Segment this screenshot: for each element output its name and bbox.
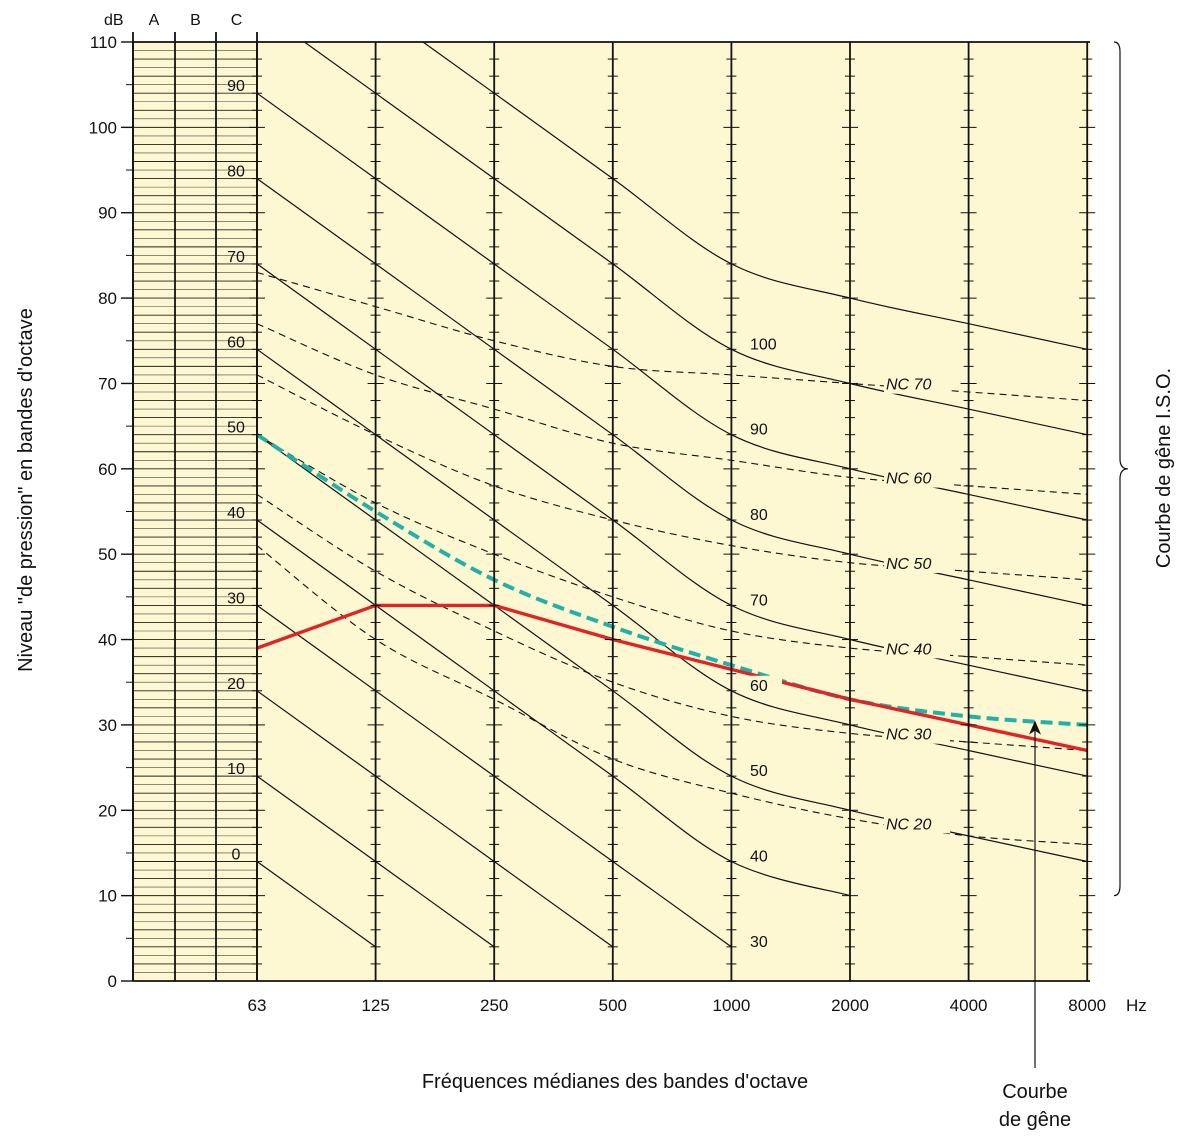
nc-curve-label: NC 30 [886,727,931,744]
iso-curve [304,41,1088,436]
iso-curve [256,178,1088,606]
label-backdrop [746,419,782,438]
y-axis-title: Niveau "de pression" en bandes d'octave [15,308,37,672]
x-tick-label: 4000 [950,996,988,1015]
label-backdrop [746,505,782,524]
label-backdrop [884,374,950,394]
x-tick-label: 8000 [1068,996,1106,1015]
y-tick-label: 20 [98,801,117,820]
nc-curve-label: NC 40 [886,641,931,658]
label-backdrop [746,761,782,780]
x-tick-label: 63 [248,996,267,1015]
plot-area [133,42,1090,981]
labels: A B C 0 10 20 30 40 50 60 70 80 90 100 90 80 70 60 50 40 30 N… [149,12,1071,1131]
label-backdrop [746,590,782,609]
label-backdrop [746,675,782,694]
nc-curve-label: NC 50 [886,556,931,573]
y-tick-label: 70 [98,374,117,393]
iso-curve [256,92,1088,521]
iso-label-63: 20 [227,676,245,693]
x-tick-label: 2000 [831,996,869,1015]
annoyance-annotation-line: de gêne [999,1109,1071,1131]
y-tick-label: 30 [98,716,117,735]
y-tick-label: 100 [89,118,117,137]
weighting-column-label: C [231,12,243,29]
x-tick-label: 250 [480,996,508,1015]
iso-label-1000: 90 [750,422,768,439]
label-backdrop [884,468,950,488]
iso-label-1000: 60 [750,678,768,695]
weighting-column-label: B [190,12,201,29]
iso-curve [256,519,851,897]
label-backdrop [884,724,950,744]
annoyance-curve [255,433,1088,727]
iso-label-1000: 100 [750,336,777,353]
nc-curve-label: NC 20 [886,816,931,833]
iso-curve [256,690,614,948]
iso-label-63: 0 [232,846,241,863]
nc-curve [256,271,1088,402]
nc-curve-label: NC 70 [886,377,931,394]
y-unit-label: dB [104,12,124,29]
x-tick-label: 125 [361,996,389,1015]
x-unit-label: Hz [1126,996,1147,1015]
y-tick-label: 10 [98,887,117,906]
iso-label-1000: 40 [750,848,768,865]
iso-label-63: 50 [227,420,245,437]
iso-label-63: 30 [227,590,245,607]
label-backdrop [746,931,782,950]
measured-spectrum-line [256,603,1088,753]
iso-label-1000: 80 [750,507,768,524]
weighting-column-label: A [149,12,160,29]
axes: 63 125 250 500 1000 2000 4000 80000102030405060… [89,33,1129,1015]
y-tick-label: 0 [108,972,117,991]
iso-brace-label: Courbe de gêne I.S.O. [1153,368,1175,568]
iso-label-63: 70 [227,249,245,266]
iso-label-1000: 30 [750,934,768,951]
highlight-series [255,433,1088,753]
plot-background [133,42,1090,981]
iso-label-63: 40 [227,505,245,522]
iso-label-63: 80 [227,164,245,181]
label-backdrop [884,553,950,573]
y-tick-label: 50 [98,545,117,564]
iso-label-1000: 70 [750,592,768,609]
y-tick-label: 40 [98,631,117,650]
y-tick-label: 110 [90,33,117,52]
x-axis-title: Fréquences médianes des bandes d'octave [422,1071,808,1093]
y-tick-label: 90 [98,204,117,223]
iso-label-1000: 50 [750,763,768,780]
iso-curve [256,263,1088,692]
iso-label-63: 90 [227,78,245,95]
annoyance-annotation-line: Courbe [1002,1081,1068,1103]
iso-brace [1113,41,1129,897]
label-backdrop [884,639,950,659]
iso-label-63: 10 [227,761,245,778]
x-tick-label: 500 [599,996,627,1015]
y-tick-label: 60 [98,460,117,479]
y-tick-label: 80 [98,289,117,308]
label-backdrop [746,334,782,353]
label-backdrop [746,846,782,865]
nc-curve [256,323,1088,495]
iso-curve [256,861,376,948]
x-tick-label: 1000 [712,996,750,1015]
nc-curve-label: NC 60 [886,471,931,488]
annotation-arrowhead [1029,720,1041,735]
label-backdrop [884,814,950,834]
iso-label-63: 60 [227,334,245,351]
